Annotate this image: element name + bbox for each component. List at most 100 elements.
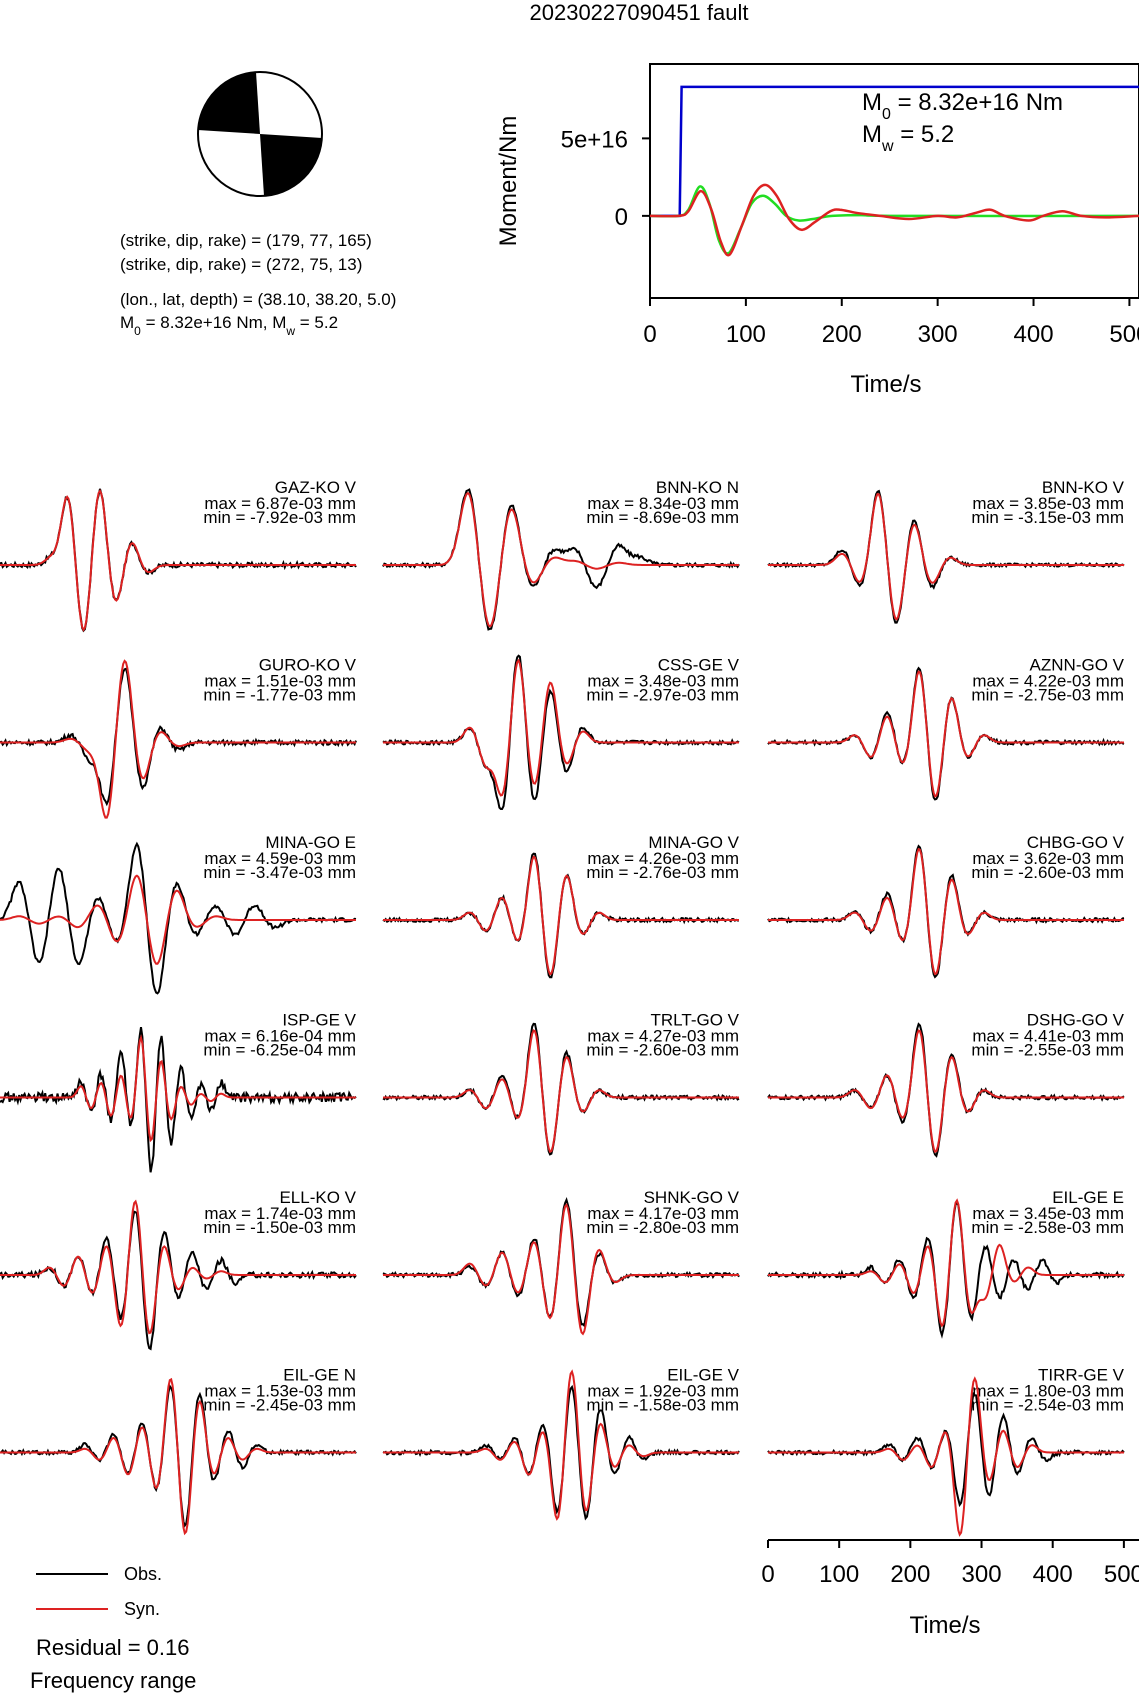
station-min: min = -1.58e-03 mm [586, 1396, 739, 1415]
station-name: CSS-GE V [658, 656, 740, 675]
syn-trace [383, 1369, 739, 1521]
residual-text: Residual = 0.16 [36, 1635, 190, 1660]
station-max: max = 4.59e-03 mm [204, 849, 356, 868]
station-max: max = 6.87e-03 mm [204, 494, 356, 513]
station-max: max = 4.26e-03 mm [587, 849, 739, 868]
syn-trace [383, 855, 739, 976]
station-name: EIL-GE E [1052, 1188, 1124, 1207]
syn-trace [0, 1199, 356, 1335]
moment-x-label: Time/s [850, 371, 921, 398]
station-name: MINA-GO E [265, 833, 356, 852]
station-max: max = 1.74e-03 mm [204, 1204, 356, 1223]
beachball-quadrant-lower-right [260, 134, 322, 196]
syn-trace [0, 874, 356, 965]
mechanism-line-2: (strike, dip, rake) = (272, 75, 13) [120, 255, 362, 274]
station-name: TIRR-GE V [1038, 1366, 1125, 1385]
waveform-x-tick-label: 400 [1033, 1561, 1073, 1588]
station-min: min = -2.76e-03 mm [586, 863, 739, 882]
beachball-quadrant-upper-left [198, 72, 260, 134]
station-name: BNN-KO N [656, 478, 739, 497]
station-min: min = -3.47e-03 mm [203, 863, 356, 882]
station-max: max = 6.16e-04 mm [204, 1027, 356, 1046]
station-name: BNN-KO V [1042, 478, 1125, 497]
station-max: max = 3.45e-03 mm [972, 1204, 1124, 1223]
moment-y-ticks: 0 5e+16 [561, 126, 650, 231]
station-min: min = -6.25e-04 mm [203, 1041, 356, 1060]
mechanism-line-3: (lon., lat, depth) = (38.10, 38.20, 5.0) [120, 290, 396, 309]
mechanism-line-1: (strike, dip, rake) = (179, 77, 165) [120, 231, 372, 250]
station-max: max = 4.27e-03 mm [587, 1027, 739, 1046]
focal-mechanism [197, 71, 323, 197]
station-min: min = -2.60e-03 mm [586, 1041, 739, 1060]
legend: Obs. Syn. [36, 1564, 162, 1619]
syn-trace [768, 847, 1124, 976]
moment-x-ticks: 0 100 200 300 400 500 [643, 298, 1139, 348]
syn-trace [768, 1376, 1124, 1537]
station-max: max = 3.48e-03 mm [587, 672, 739, 691]
syn-trace [383, 491, 739, 628]
syn-trace [0, 659, 356, 819]
moment-x-tick-label: 500 [1109, 321, 1139, 348]
station-max: max = 4.22e-03 mm [972, 672, 1124, 691]
syn-trace [768, 1029, 1124, 1154]
legend-obs-label: Obs. [124, 1564, 162, 1584]
syn-trace [768, 492, 1124, 621]
station-name: SHNK-GO V [644, 1188, 740, 1207]
station-name: EIL-GE N [283, 1366, 356, 1385]
obs-trace [0, 1026, 357, 1173]
station-min: min = -1.50e-03 mm [203, 1218, 356, 1237]
station-name: GAZ-KO V [275, 478, 357, 497]
syn-trace [0, 1034, 356, 1143]
station-min: min = -2.54e-03 mm [971, 1396, 1124, 1415]
station-min: min = -2.60e-03 mm [971, 863, 1124, 882]
station-name: DSHG-GO V [1027, 1011, 1125, 1030]
station-min: min = -1.77e-03 mm [203, 686, 356, 705]
moment-x-tick-label: 300 [918, 321, 958, 348]
mechanism-line-4: M0 = 8.32e+16 Nm, Mw = 5.2 [120, 313, 338, 338]
station-max: max = 1.53e-03 mm [204, 1382, 356, 1401]
moment-series-1 [649, 185, 1139, 255]
syn-trace [0, 1377, 356, 1536]
syn-trace [383, 1029, 739, 1154]
waveform-x-label: Time/s [909, 1612, 980, 1639]
syn-trace [0, 489, 356, 632]
moment-y-label: Moment/Nm [495, 116, 522, 247]
syn-trace [383, 658, 739, 797]
station-name: ISP-GE V [282, 1011, 356, 1030]
station-max: max = 3.62e-03 mm [972, 849, 1124, 868]
station-min: min = -2.75e-03 mm [971, 686, 1124, 705]
legend-syn-label: Syn. [124, 1599, 160, 1619]
waveform-x-tick-label: 200 [890, 1561, 930, 1588]
moment-x-tick-label: 0 [643, 321, 656, 348]
syn-trace [768, 670, 1124, 798]
moment-series-2 [649, 183, 1139, 257]
station-min: min = -2.55e-03 mm [971, 1041, 1124, 1060]
station-name: TRLT-GO V [651, 1011, 740, 1030]
moment-annotation-mw: Mw = 5.2 [862, 121, 954, 155]
frequency-range-text: Frequency range [30, 1668, 196, 1693]
station-max: max = 1.51e-03 mm [204, 672, 356, 691]
station-name: ELL-KO V [279, 1188, 356, 1207]
moment-x-tick-label: 100 [726, 321, 766, 348]
syn-trace [768, 1198, 1124, 1328]
station-name: AZNN-GO V [1030, 656, 1125, 675]
station-max: max = 4.17e-03 mm [587, 1204, 739, 1223]
station-min: min = -2.80e-03 mm [586, 1218, 739, 1237]
station-max: max = 4.41e-03 mm [972, 1027, 1124, 1046]
moment-chart: 0 100 200 300 400 500 0 5e+16 Moment/Nm Time/s… [495, 63, 1139, 398]
syn-trace [383, 1203, 739, 1336]
station-max: max = 1.80e-03 mm [972, 1382, 1124, 1401]
